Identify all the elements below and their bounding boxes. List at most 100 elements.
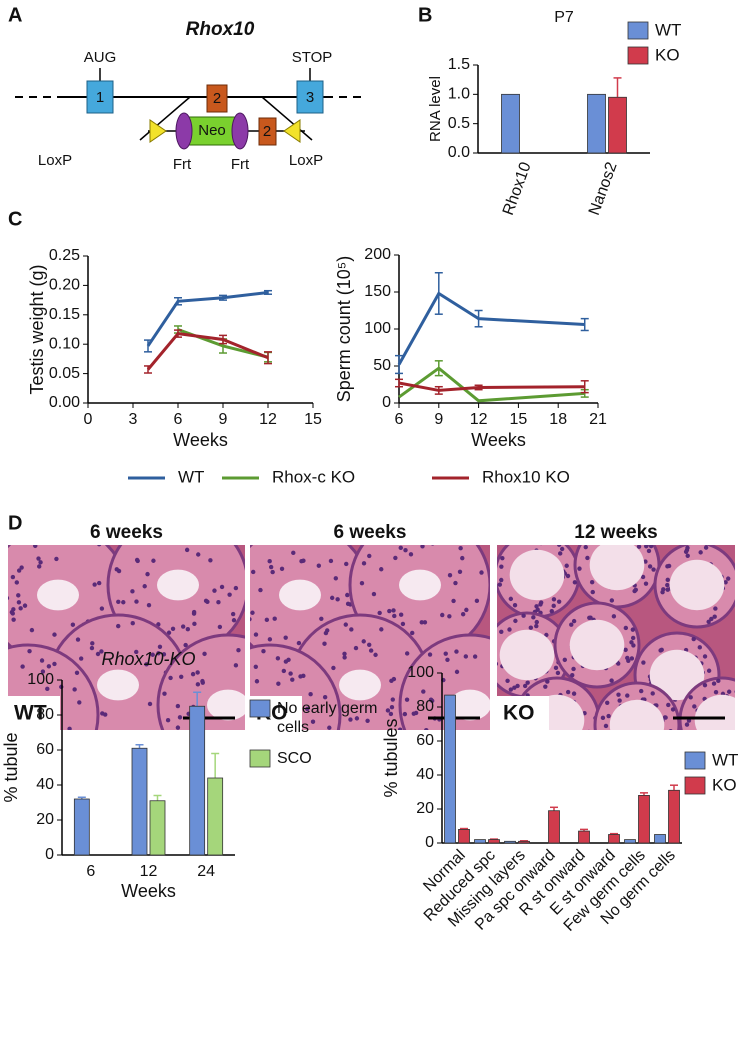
- legend-label: KO: [655, 45, 680, 64]
- nucleus: [403, 548, 408, 553]
- x-tick-label: 0: [84, 411, 93, 428]
- nucleus: [134, 599, 139, 604]
- nucleus: [267, 559, 272, 564]
- lumen: [279, 579, 321, 611]
- nucleus: [16, 600, 22, 605]
- nucleus: [565, 573, 571, 579]
- nucleus: [402, 711, 408, 717]
- bar: [501, 93, 520, 154]
- nucleus: [342, 655, 347, 660]
- nucleus: [10, 574, 16, 580]
- nucleus: [359, 580, 365, 586]
- y-tick-label: 0.10: [49, 335, 80, 352]
- nucleus: [90, 641, 95, 646]
- nucleus: [37, 564, 42, 569]
- series-line: [397, 291, 585, 366]
- nucleus: [331, 665, 336, 671]
- bar: [504, 840, 516, 844]
- nucleus: [576, 736, 580, 740]
- nucleus: [175, 725, 181, 730]
- chart-title: P7: [554, 9, 574, 26]
- nucleus: [371, 591, 377, 597]
- nucleus: [165, 718, 171, 723]
- nucleus: [195, 682, 201, 687]
- nucleus: [706, 668, 712, 673]
- nucleus: [447, 573, 453, 578]
- nucleus: [258, 776, 262, 780]
- nucleus: [634, 744, 638, 748]
- y-tick-label: 40: [416, 766, 434, 783]
- nucleus: [712, 614, 717, 619]
- nucleus: [616, 661, 621, 666]
- nucleus: [16, 568, 22, 573]
- nucleus: [625, 693, 630, 698]
- nucleus: [251, 569, 256, 575]
- nucleus: [617, 737, 621, 741]
- nucleus: [387, 608, 392, 614]
- x-tick-label: 6: [174, 411, 183, 428]
- bar: [624, 839, 636, 844]
- nucleus: [210, 740, 214, 744]
- nucleus: [343, 622, 348, 627]
- micrograph: [210, 525, 490, 780]
- nucleus: [639, 688, 644, 694]
- panel-label: B: [418, 4, 432, 26]
- nucleus: [605, 700, 610, 705]
- x-tick-label: 12: [470, 411, 488, 428]
- series-line: [398, 381, 585, 392]
- nucleus: [22, 603, 28, 608]
- lumen: [499, 629, 555, 681]
- nucleus: [499, 564, 504, 569]
- nucleus: [175, 703, 181, 709]
- nucleus: [633, 742, 637, 746]
- nucleus: [191, 609, 197, 615]
- nucleus: [726, 576, 731, 581]
- x-tick-label: 6: [86, 863, 95, 880]
- nucleus: [202, 651, 207, 657]
- bar: [458, 829, 470, 844]
- nucleus: [11, 607, 16, 612]
- site-label: Frt: [173, 156, 192, 173]
- nucleus: [661, 587, 666, 592]
- nucleus: [449, 525, 453, 529]
- nucleus: [183, 642, 188, 648]
- y-tick-label: 80: [36, 706, 54, 723]
- nucleus: [146, 602, 152, 608]
- nucleus: [623, 625, 629, 631]
- y-axis-label: Sperm count (10⁵): [334, 256, 354, 403]
- nucleus: [460, 555, 465, 561]
- nucleus: [18, 606, 23, 611]
- nucleus: [162, 691, 167, 696]
- nucleus: [310, 719, 316, 724]
- legend-label: Rhox10 KO: [482, 467, 570, 486]
- nucleus: [643, 581, 649, 586]
- nucleus: [367, 553, 372, 559]
- diagram-title: Rhox10: [186, 19, 255, 40]
- nucleus: [609, 598, 615, 603]
- y-axis-label: % tubule: [1, 732, 21, 802]
- nucleus: [662, 731, 666, 735]
- nucleus: [64, 755, 68, 759]
- nucleus: [507, 627, 512, 632]
- micrograph-title: 12 weeks: [574, 522, 657, 543]
- nucleus: [404, 697, 410, 702]
- y-tick-label: 1.5: [448, 56, 470, 73]
- nucleus: [646, 548, 652, 554]
- nucleus: [298, 674, 303, 679]
- nucleus: [64, 754, 68, 758]
- nucleus: [571, 666, 576, 672]
- nucleus: [195, 670, 200, 675]
- nucleus: [431, 545, 435, 546]
- nucleus: [170, 626, 176, 631]
- nucleus: [468, 740, 472, 744]
- nucleus: [264, 733, 268, 737]
- nucleus: [697, 645, 702, 650]
- nucleus: [276, 681, 281, 686]
- nucleus: [683, 549, 689, 554]
- nucleus: [400, 621, 406, 627]
- nucleus: [474, 598, 480, 604]
- y-tick-label: 0.5: [448, 115, 470, 132]
- nucleus: [647, 564, 653, 569]
- nucleus: [660, 746, 664, 750]
- nucleus: [268, 564, 274, 570]
